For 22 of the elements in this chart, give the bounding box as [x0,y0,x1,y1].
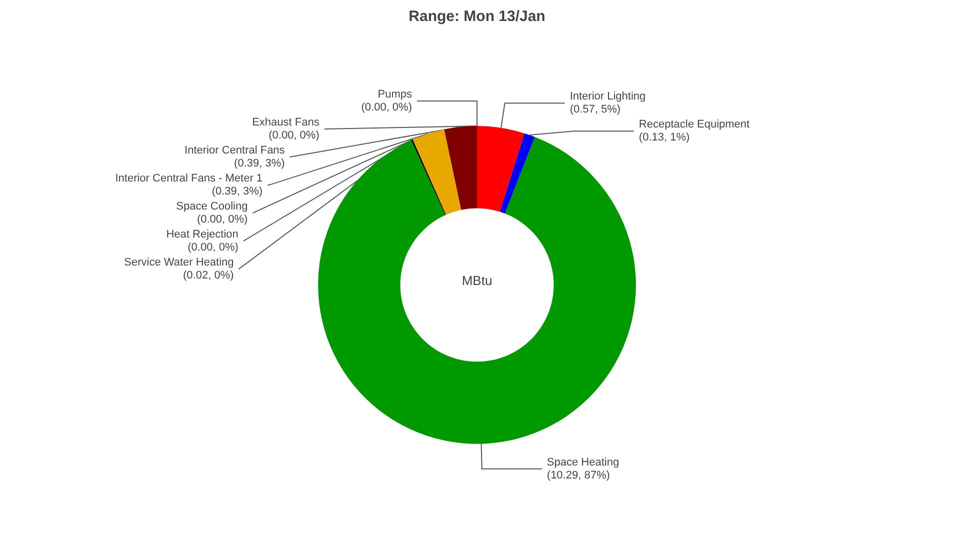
category-label: Heat Rejection [166,228,238,241]
category-label: Exhaust Fans [252,116,320,129]
slice-label: Interior Central Fans [184,144,286,157]
slice-label: Receptacle Equipment [638,118,750,131]
text: (0.00, 0%) [188,242,238,254]
text: (0.00, 0%) [361,102,412,114]
text: (0.00, 0%) [196,214,248,226]
category-label: Pumps [378,88,412,101]
chart-title: Range: Mon 13/Jan [408,8,546,25]
slice-label: Service Water Heating [124,256,234,269]
slice-label: Interior Central Fans - Meter 1 [115,172,263,185]
data-label: (0.57, 5%) [570,104,621,116]
data-label: (0.39, 3%) [212,186,263,198]
data-label: (0.13, 1%) [638,132,690,144]
data-label: (10.29, 87%) [546,469,610,482]
data-label: (0.39, 3%) [234,158,285,170]
text: (0.00, 0%) [268,130,320,142]
slice-label: Interior Lighting [570,90,646,103]
data-label: (0.02, 0%) [183,270,234,282]
category-label: Space Cooling [176,200,248,213]
text: MBtu [462,273,492,288]
slice-label: Space Heating [546,456,620,468]
